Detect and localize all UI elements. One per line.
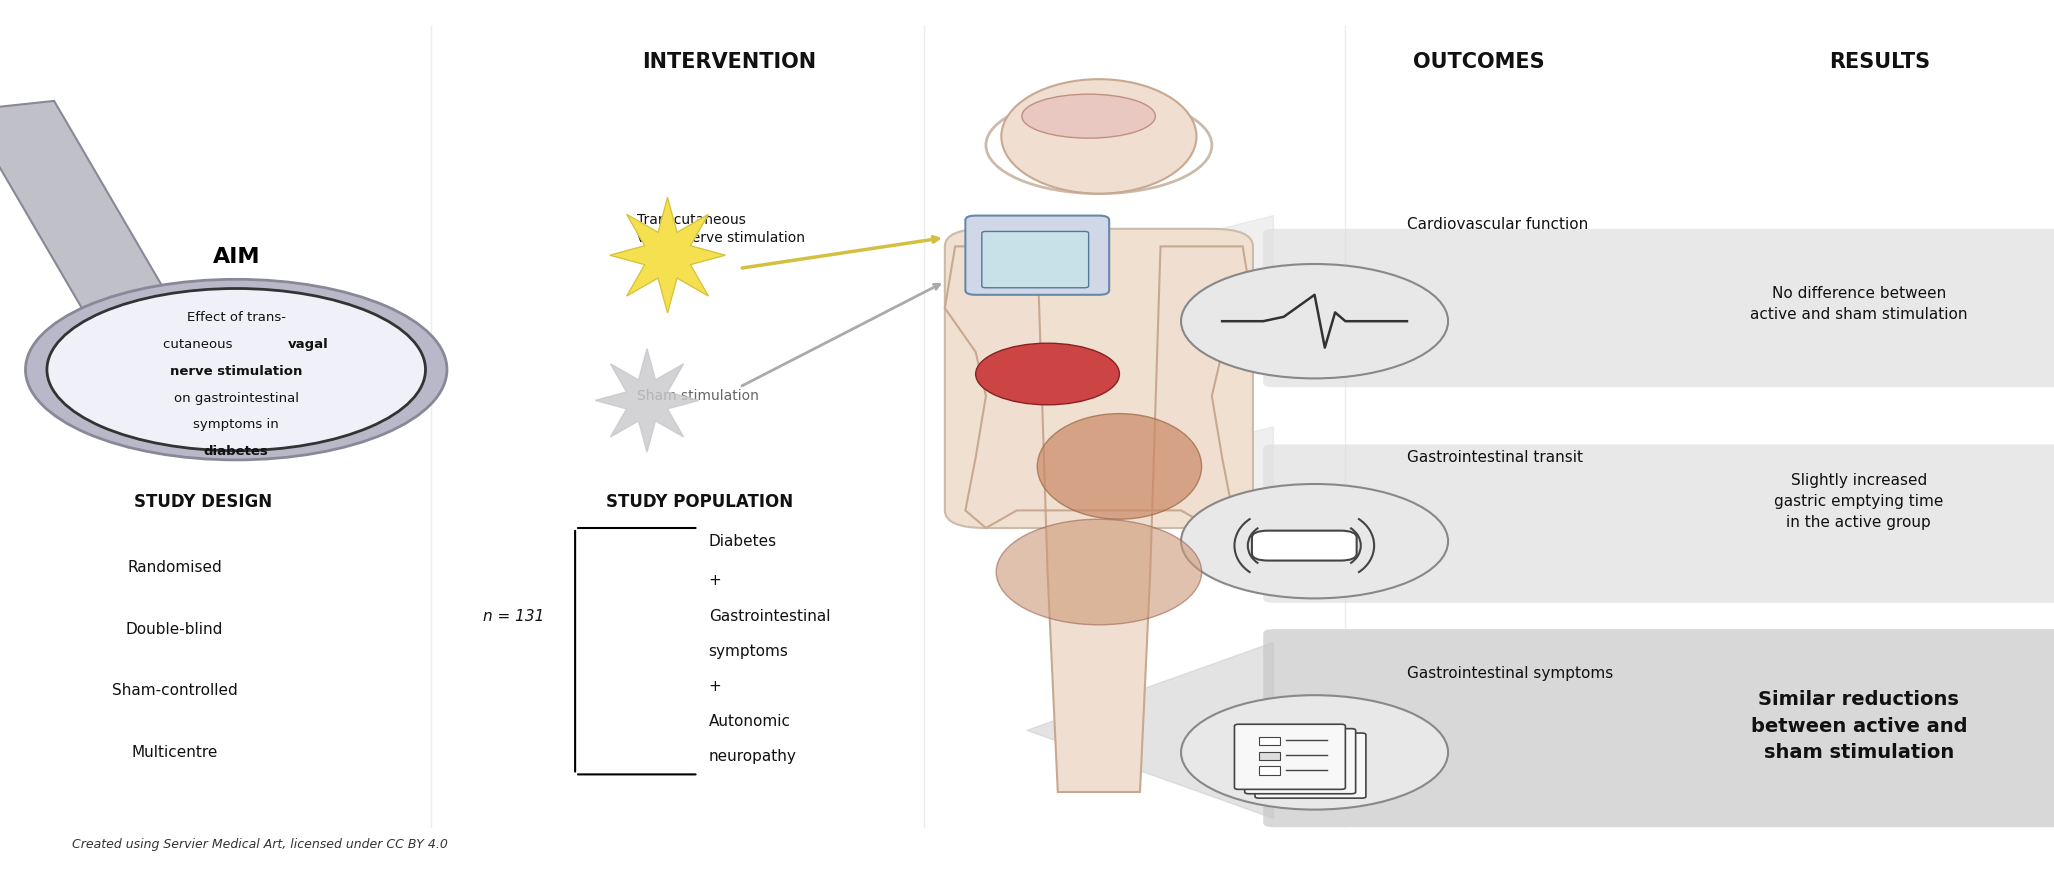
Text: +: + [709,678,721,694]
Polygon shape [596,348,698,452]
Text: Sham-controlled: Sham-controlled [111,683,238,699]
Text: Effect of trans-: Effect of trans- [187,312,286,324]
Bar [1259,766,1280,775]
Text: +: + [709,573,721,589]
FancyBboxPatch shape [1251,531,1356,561]
FancyBboxPatch shape [1255,733,1366,798]
Circle shape [1181,264,1448,378]
Text: Cardiovascular function: Cardiovascular function [1407,216,1588,232]
Polygon shape [1027,642,1273,818]
Text: RESULTS: RESULTS [1828,52,1931,71]
Polygon shape [945,246,1253,792]
Circle shape [1181,695,1448,810]
Bar [1259,737,1280,745]
Text: vagal: vagal [288,338,329,351]
Text: cutaneous: cutaneous [164,338,236,351]
Text: symptoms: symptoms [709,643,789,659]
Text: Gastrointestinal symptoms: Gastrointestinal symptoms [1407,665,1612,681]
Text: AIM: AIM [212,247,261,268]
Text: nerve stimulation: nerve stimulation [170,365,302,378]
Text: neuropathy: neuropathy [709,749,797,765]
Text: symptoms in: symptoms in [193,418,279,431]
FancyBboxPatch shape [1263,229,2054,387]
Text: Diabetes: Diabetes [709,533,776,549]
Polygon shape [610,198,725,312]
Text: OUTCOMES: OUTCOMES [1413,52,1545,71]
Text: Multicentre: Multicentre [131,744,218,760]
Text: diabetes: diabetes [203,445,269,458]
Text: Randomised: Randomised [127,560,222,576]
Text: Gastrointestinal transit: Gastrointestinal transit [1407,450,1584,466]
Text: STUDY DESIGN: STUDY DESIGN [134,493,271,510]
Ellipse shape [25,279,448,460]
Text: Created using Servier Medical Art, licensed under CC BY 4.0: Created using Servier Medical Art, licen… [72,839,448,851]
Text: Sham stimulation: Sham stimulation [637,389,758,403]
FancyBboxPatch shape [1245,729,1356,794]
FancyBboxPatch shape [1234,724,1345,789]
FancyBboxPatch shape [982,231,1089,288]
Text: INTERVENTION: INTERVENTION [643,52,815,71]
Ellipse shape [1000,79,1195,194]
FancyBboxPatch shape [1263,629,2054,827]
Ellipse shape [47,289,425,451]
FancyBboxPatch shape [1263,444,2054,603]
Text: on gastrointestinal: on gastrointestinal [175,392,298,405]
Text: n = 131: n = 131 [483,608,544,624]
Bar [1259,752,1280,760]
Text: Similar reductions
between active and
sham stimulation: Similar reductions between active and sh… [1750,690,1968,762]
Text: Transcutaneous
vagus nerve stimulation: Transcutaneous vagus nerve stimulation [637,213,805,245]
Ellipse shape [1037,414,1202,519]
Polygon shape [1027,216,1273,339]
FancyBboxPatch shape [945,229,1253,528]
Text: Autonomic: Autonomic [709,714,791,730]
Polygon shape [1027,427,1273,550]
Ellipse shape [976,343,1119,405]
Ellipse shape [996,519,1202,625]
Text: Slightly increased
gastric emptying time
in the active group: Slightly increased gastric emptying time… [1775,473,1943,530]
Ellipse shape [1021,94,1154,138]
Text: STUDY POPULATION: STUDY POPULATION [606,493,793,510]
Text: No difference between
active and sham stimulation: No difference between active and sham st… [1750,286,1968,321]
Text: Gastrointestinal: Gastrointestinal [709,608,830,624]
FancyBboxPatch shape [965,216,1109,295]
Circle shape [1181,484,1448,598]
Text: Double-blind: Double-blind [125,621,224,637]
Polygon shape [0,101,187,339]
